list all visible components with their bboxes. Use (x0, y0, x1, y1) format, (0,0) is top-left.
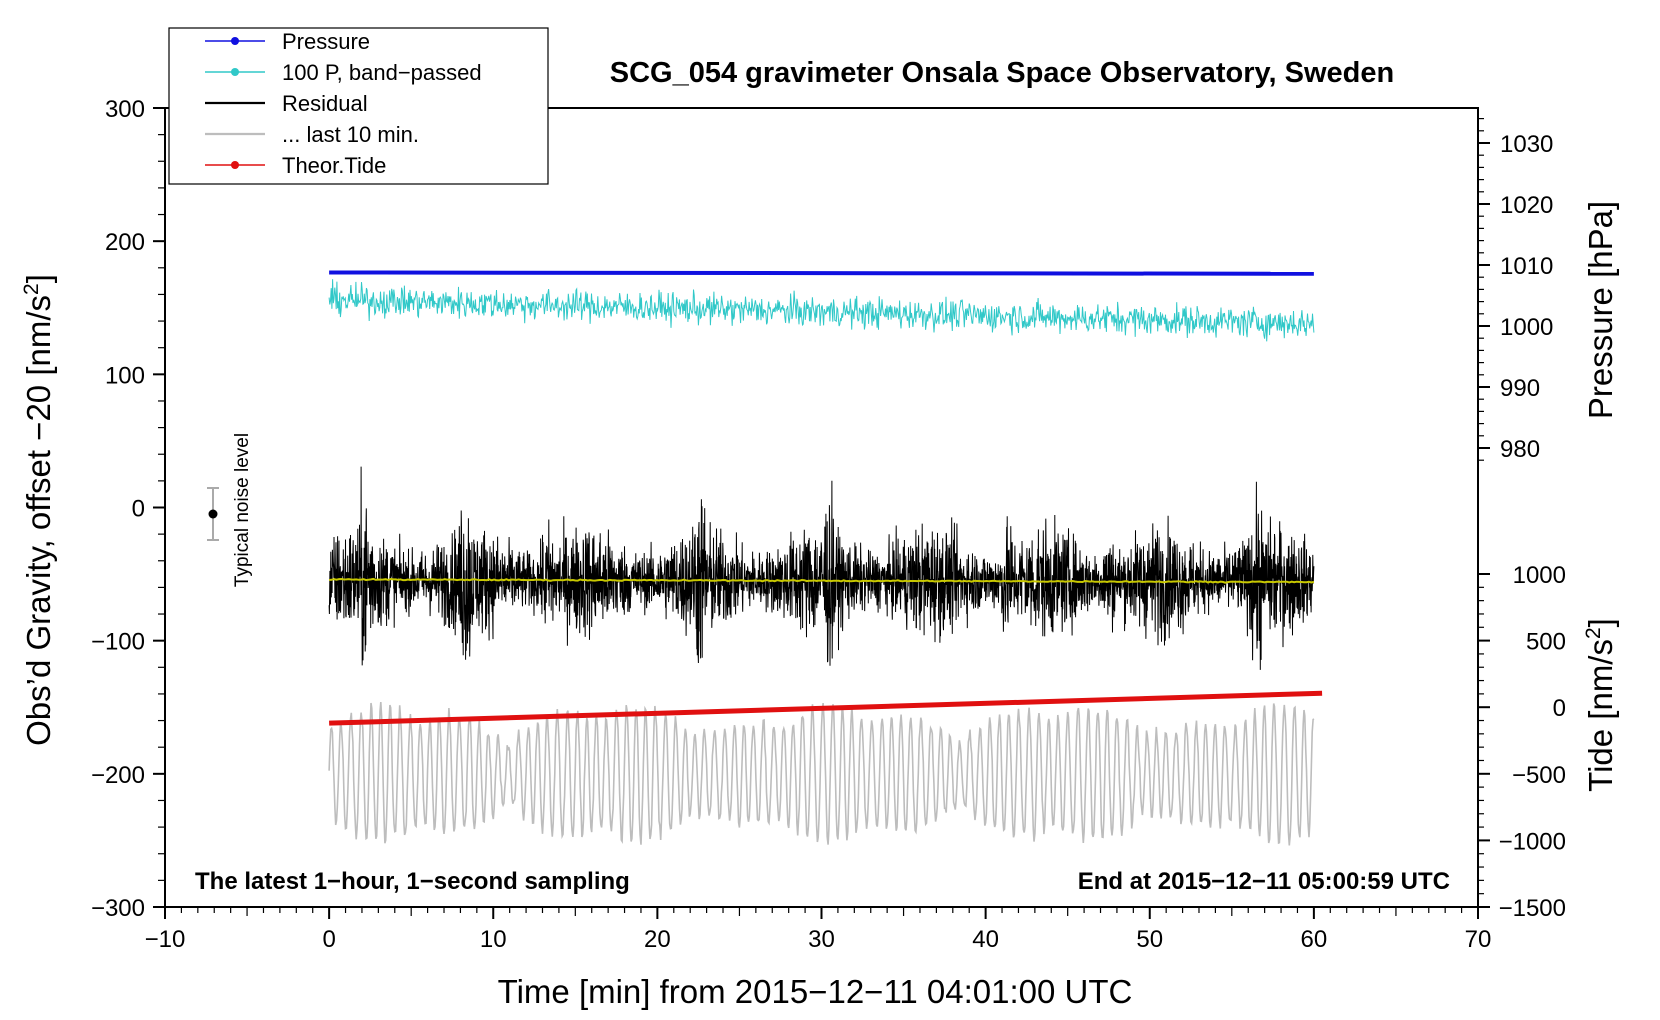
legend-box (168, 27, 549, 185)
legend-label: ... last 10 min. (282, 122, 419, 147)
x-tick-label: 30 (808, 926, 835, 953)
x-tick-label: 70 (1465, 926, 1492, 953)
tide-tick-label: −1000 (1499, 828, 1566, 855)
tide-tick-label: 500 (1526, 629, 1566, 656)
series-band-passed (328, 279, 1315, 342)
theor-tide-line (329, 690, 1323, 726)
legend-marker (231, 68, 239, 76)
x-tick-label: 40 (972, 926, 999, 953)
x-tick-label: −10 (145, 926, 186, 953)
legend-label: Residual (282, 91, 368, 116)
pressure-tick-label: 1020 (1500, 192, 1553, 219)
x-axis-ticks: −10 0 10 20 30 40 50 60 70 (145, 907, 1492, 953)
noise-level-label: Typical noise level (232, 433, 253, 587)
y-tick-label: 100 (105, 362, 145, 389)
pressure-line (329, 270, 1314, 276)
series-residual-mean (329, 577, 1315, 584)
chart-title: SCG_054 gravimeter Onsala Space Observat… (610, 57, 1394, 89)
x-tick-label: 50 (1136, 926, 1163, 953)
tide-tick-label: 1000 (1513, 562, 1566, 589)
y-tick-label: −300 (91, 895, 145, 922)
y-axis-left-ticks: 300 200 100 0 −100 −200 −300 (91, 96, 165, 922)
pressure-tick-label: 1010 (1500, 253, 1553, 280)
legend: Pressure 100 P, band−passed Residual ... la… (168, 27, 549, 185)
tide-axis-ticks: 1000 500 0 −500 −1000 −1500 (1478, 562, 1566, 922)
legend-marker (231, 37, 239, 45)
tide-tick-label: −500 (1512, 762, 1566, 789)
pressure-axis-ticks: 980 990 1000 1010 1020 1030 (1478, 117, 1553, 463)
y-tick-label: 200 (105, 229, 145, 256)
pressure-tick-label: 990 (1500, 375, 1540, 402)
tide-tick-label: 0 (1553, 695, 1566, 722)
y-tick-label: 300 (105, 96, 145, 123)
noise-level-marker: Typical noise level (207, 433, 253, 587)
series-theor-tide (329, 690, 1323, 726)
noise-point (208, 509, 218, 519)
pressure-axis-label: Pressure [hPa] (1582, 201, 1619, 419)
x-tick-label: 20 (644, 926, 671, 953)
pressure-tick-label: 1030 (1500, 131, 1553, 158)
series-residual (328, 466, 1315, 670)
legend-label: 100 P, band−passed (282, 60, 482, 85)
pressure-tick-label: 1000 (1500, 314, 1553, 341)
legend-label: Pressure (282, 29, 370, 54)
annotation-sampling: The latest 1−hour, 1−second sampling (195, 868, 630, 895)
tide-tick-label: −1500 (1499, 895, 1566, 922)
legend-marker (231, 161, 239, 169)
residual-mean-line (329, 577, 1315, 584)
y-tick-label: −100 (91, 629, 145, 656)
tide-axis-label: Tide [nm/s2] (1582, 618, 1619, 792)
series-pressure (329, 270, 1314, 276)
pressure-tick-label: 980 (1500, 436, 1540, 463)
band-passed-line (328, 279, 1315, 342)
y-tick-label: 0 (132, 496, 145, 523)
x-tick-label: 60 (1301, 926, 1328, 953)
annotation-end-time: End at 2015−12−11 05:00:59 UTC (1078, 868, 1450, 895)
y-axis-left-label: Obs’d Gravity, offset −20 [nm/s2] (20, 274, 57, 746)
y-tick-label: −200 (91, 762, 145, 789)
x-axis-label: Time [min] from 2015−12−11 04:01:00 UTC (498, 973, 1133, 1010)
x-tick-label: 10 (480, 926, 507, 953)
x-tick-label: 0 (322, 926, 335, 953)
legend-label: Theor.Tide (282, 153, 386, 178)
residual-line (328, 466, 1315, 670)
series-last-10-min (328, 702, 1315, 846)
last-10-min-line (328, 702, 1315, 846)
